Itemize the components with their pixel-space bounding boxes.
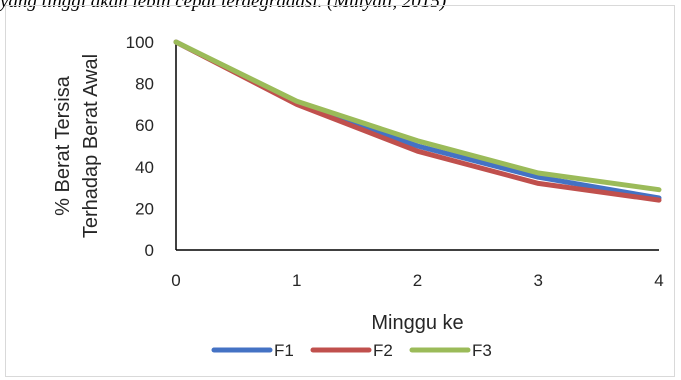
series-line-f1 (173, 39, 662, 201)
x-tick-label: 4 (654, 271, 663, 290)
x-tick-label: 2 (413, 271, 422, 290)
legend: F1 F2 F3 (211, 341, 492, 360)
series-line-f2 (173, 39, 662, 203)
y-axis-title: % Berat Tersisa Terhadap Berat Awal (52, 54, 102, 238)
y-tick-label: 0 (145, 241, 154, 260)
x-tick-label: 3 (534, 271, 543, 290)
chart-frame (5, 5, 675, 377)
legend-label-f2: F2 (373, 341, 393, 360)
series-lines (173, 39, 662, 203)
top-text-fragment: yang tinggi akan lebih cepat terdegradas… (0, 0, 447, 12)
legend-label-f3: F3 (472, 341, 492, 360)
y-axis-title-line: Terhadap Berat Awal (80, 54, 102, 238)
y-axis-title-line: % Berat Tersisa (52, 75, 74, 216)
x-tick-label: 0 (171, 271, 180, 290)
y-tick-label: 40 (135, 158, 154, 177)
x-axis-title: Minggu ke (371, 312, 463, 334)
x-tick-label: 1 (292, 271, 301, 290)
series-line-f3 (173, 39, 662, 193)
legend-label-f1: F1 (274, 341, 294, 360)
y-tick-label: 60 (135, 116, 154, 135)
y-tick-label: 100 (126, 33, 154, 52)
y-tick-label: 80 (135, 75, 154, 94)
y-tick-label: 20 (135, 199, 154, 218)
y-tick-labels: 0 20 40 60 80 100 (126, 33, 154, 260)
x-tick-labels: 0 1 2 3 4 (171, 271, 663, 290)
